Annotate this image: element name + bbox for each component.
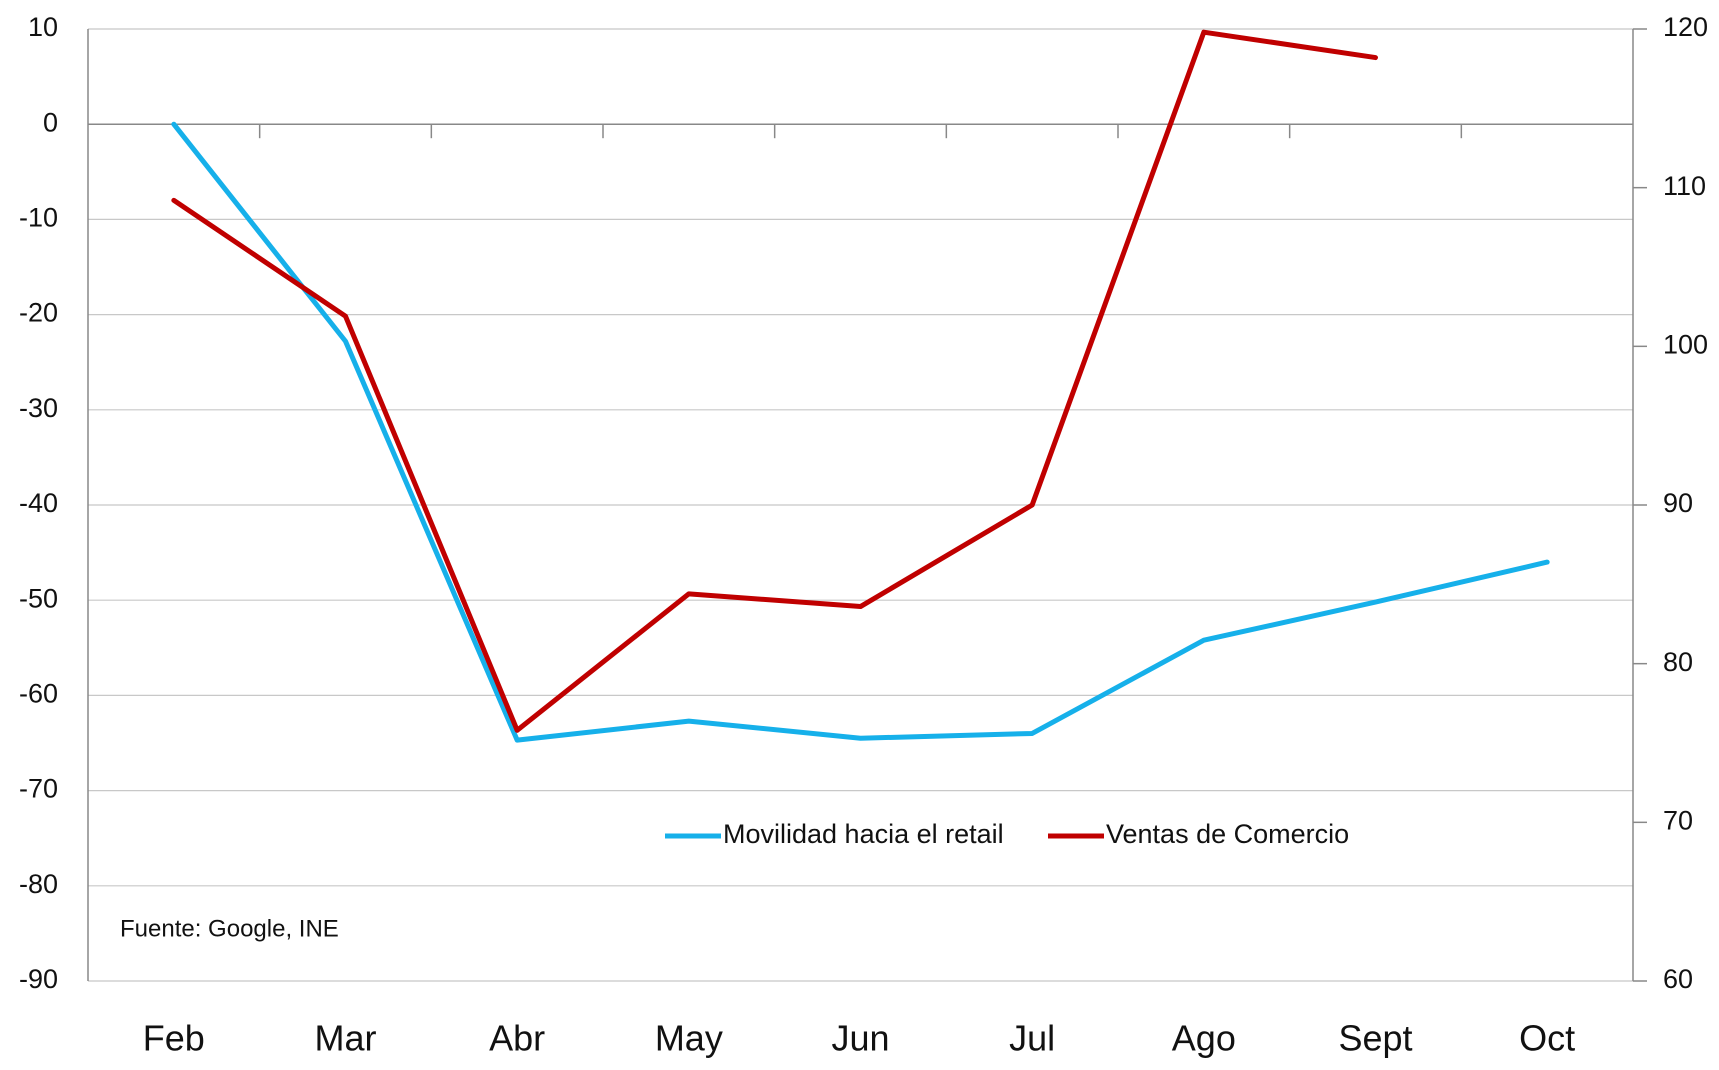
- y-tick-label: -20: [19, 298, 58, 328]
- y2-tick-label: 80: [1663, 647, 1693, 677]
- y-tick-label: -50: [19, 583, 58, 613]
- x-tick-label: Ago: [1172, 1018, 1236, 1059]
- x-tick-label: Jul: [1009, 1018, 1055, 1059]
- y2-tick-label: 70: [1663, 805, 1693, 835]
- y-tick-label: -60: [19, 679, 58, 709]
- series-line: [171, 29, 1378, 733]
- y-tick-label: -30: [19, 393, 58, 423]
- x-tick-label: Mar: [315, 1018, 377, 1059]
- y-tick-label: -40: [19, 488, 58, 518]
- y-tick-label: -70: [19, 774, 58, 804]
- x-tick-label: Sept: [1338, 1018, 1412, 1059]
- y2-tick-label: 90: [1663, 488, 1693, 518]
- y2-tick-label: 120: [1663, 12, 1708, 42]
- y-tick-label: -80: [19, 869, 58, 899]
- x-tick-label: Oct: [1519, 1018, 1575, 1059]
- series-line: [171, 121, 1550, 743]
- y-tick-label: 10: [28, 12, 58, 42]
- x-tick-label: Abr: [489, 1018, 545, 1059]
- y-tick-label: -90: [19, 964, 58, 994]
- y2-tick-label: 110: [1663, 171, 1706, 201]
- y-tick-label: -10: [19, 203, 58, 233]
- y2-tick-label: 60: [1663, 964, 1693, 994]
- legend-label: Ventas de Comercio: [1106, 819, 1349, 849]
- x-tick-label: Jun: [831, 1018, 889, 1059]
- legend-label: Movilidad hacia el retail: [723, 819, 1004, 849]
- y2-tick-label: 100: [1663, 329, 1708, 359]
- x-tick-label: Feb: [143, 1018, 205, 1059]
- source-note: Fuente: Google, INE: [120, 915, 339, 942]
- y-tick-label: 0: [43, 107, 58, 137]
- x-tick-label: May: [655, 1018, 723, 1059]
